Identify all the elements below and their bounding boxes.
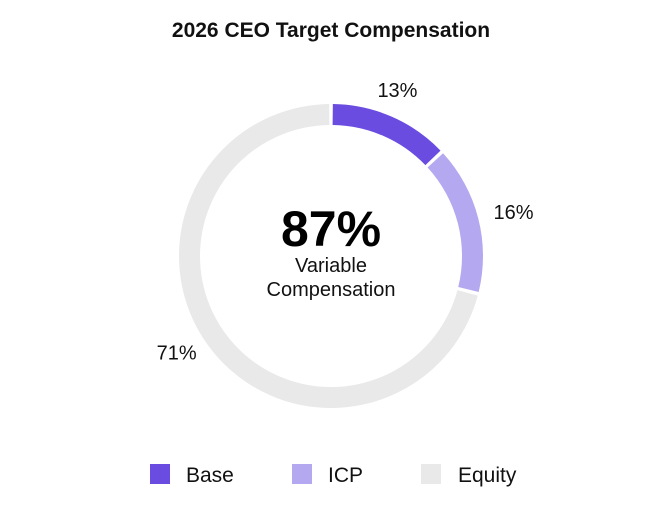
slice-label-icp: 16% — [493, 202, 533, 224]
legend-swatch-base — [150, 464, 170, 484]
legend: Base ICP Equity — [150, 464, 517, 487]
center-label-line1: Variable — [295, 255, 367, 277]
slice-icp — [427, 153, 484, 292]
legend-swatch-icp — [292, 464, 312, 484]
center-label-line2: Compensation — [267, 279, 396, 301]
legend-label-icp: ICP — [328, 464, 363, 487]
slice-base — [332, 104, 441, 166]
slice-label-equity: 71% — [157, 342, 197, 364]
slice-labels: 13% 16% 71% — [157, 80, 534, 364]
donut-slices — [178, 104, 484, 408]
legend-swatch-equity — [421, 464, 441, 484]
legend-label-base: Base — [186, 464, 234, 487]
center-value: 87% — [281, 201, 381, 257]
slice-label-base: 13% — [377, 80, 417, 102]
legend-label-equity: Equity — [458, 464, 517, 487]
chart-title: 2026 CEO Target Compensation — [172, 19, 490, 42]
